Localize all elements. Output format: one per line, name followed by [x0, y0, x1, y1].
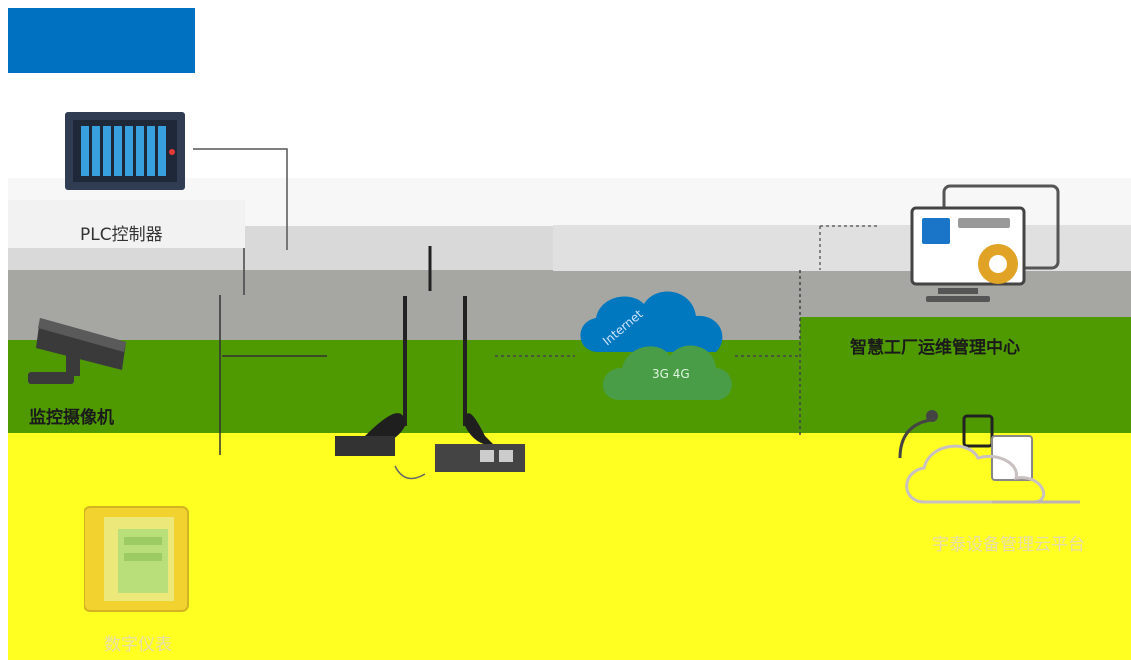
band-green-right — [800, 317, 1131, 433]
ops-center-label: 智慧工厂运维管理中心 — [850, 338, 1020, 358]
security-camera-icon — [26, 314, 130, 394]
header-bar — [8, 8, 195, 73]
cloud-icon: Internet 3G 4G — [570, 282, 740, 402]
band-light-gray-top — [8, 200, 245, 248]
server-cloud-icon — [894, 406, 1086, 510]
cloud-3g4g-text: 3G 4G — [652, 367, 690, 381]
meter-label: 数字仪表 — [104, 635, 172, 655]
monitor-computer-icon — [878, 184, 1060, 308]
plc-controller-icon — [65, 112, 185, 190]
band-light-right — [553, 225, 1131, 271]
plc-label: PLC控制器 — [80, 225, 163, 245]
band-yellow — [8, 433, 1131, 660]
4g-router-icon — [335, 236, 535, 486]
digital-meter-icon — [83, 503, 192, 613]
cloud-platform-label: 宇泰设备管理云平台 — [932, 535, 1085, 555]
camera-label: 监控摄像机 — [29, 408, 114, 428]
